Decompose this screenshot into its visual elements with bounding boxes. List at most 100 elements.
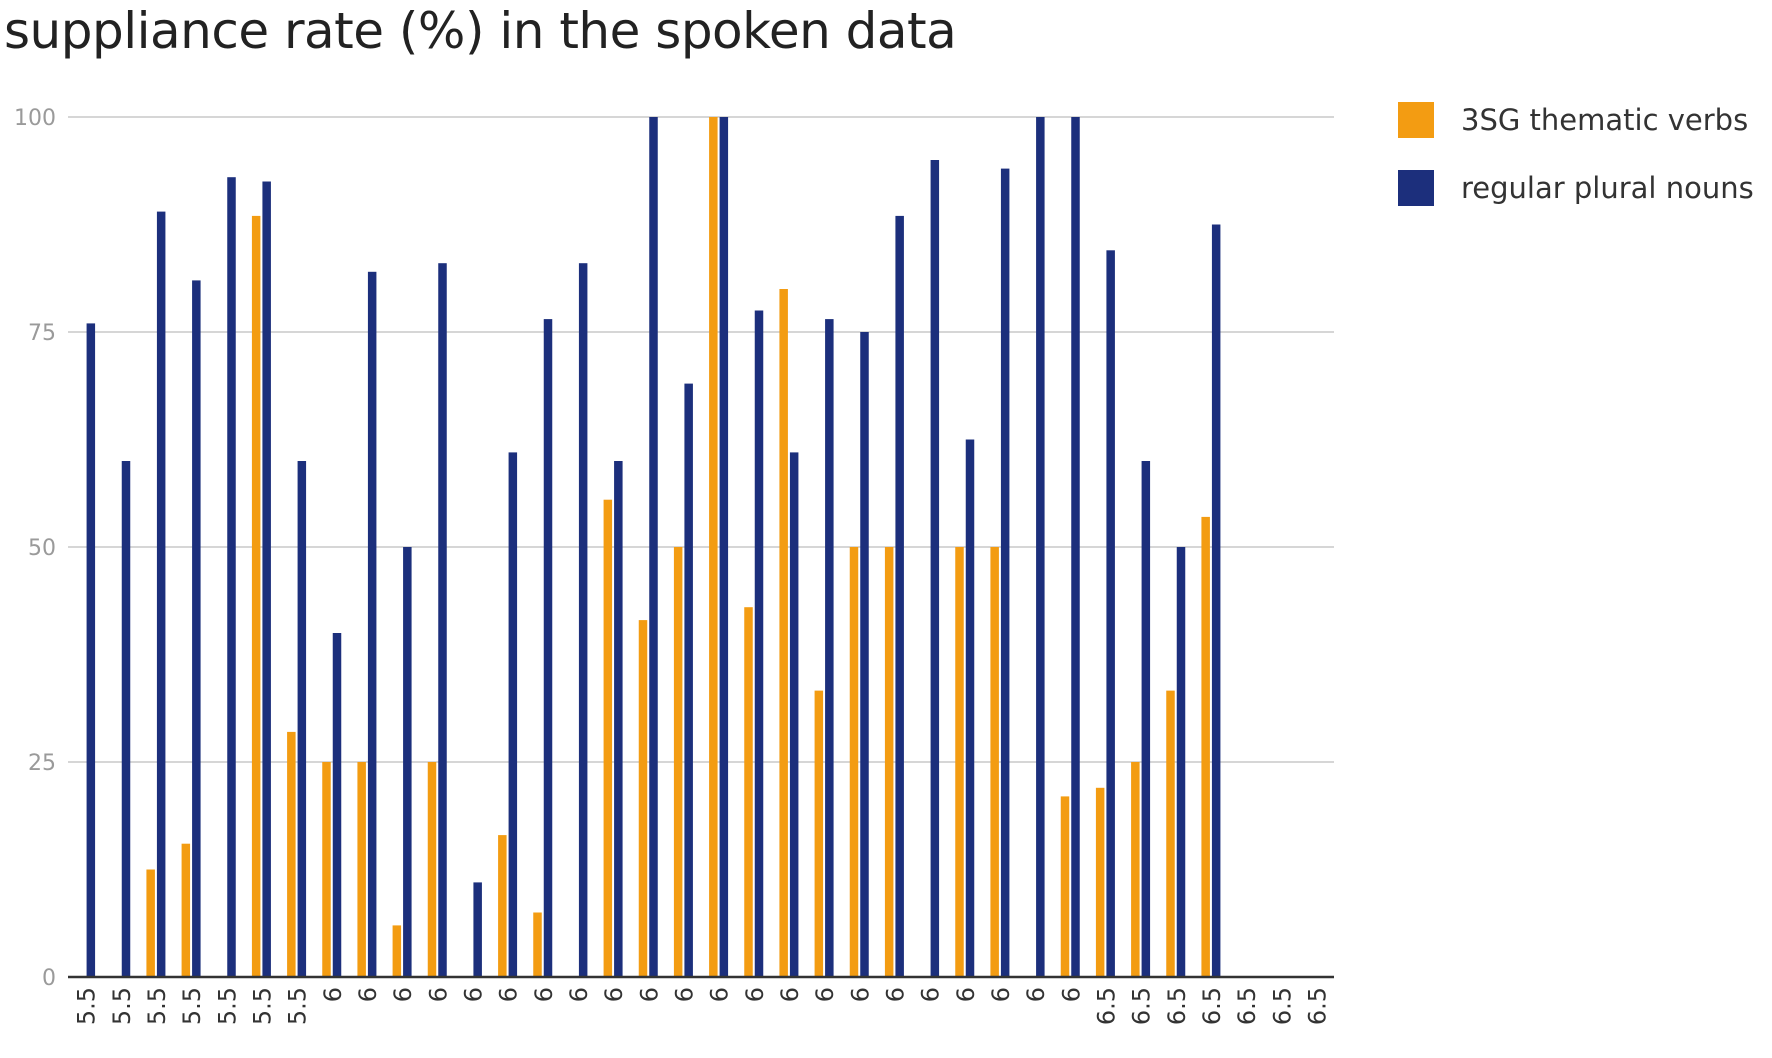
bar-regular-plural-nouns bbox=[895, 215, 904, 977]
bar-3sg-thematic-verbs bbox=[884, 547, 894, 977]
bar-3sg-thematic-verbs bbox=[146, 869, 155, 977]
y-tick-label: 50 bbox=[28, 536, 56, 561]
bar-regular-plural-nouns bbox=[825, 319, 834, 978]
y-tick-label: 0 bbox=[42, 966, 56, 991]
chart-title: suppliance rate (%) in the spoken data bbox=[4, 2, 957, 60]
x-category-label: 6.5 bbox=[1268, 987, 1296, 1025]
bar-3sg-thematic-verbs bbox=[533, 912, 542, 977]
bar-3sg-thematic-verbs bbox=[709, 117, 718, 977]
bar-3sg-thematic-verbs bbox=[779, 289, 788, 977]
legend-swatch bbox=[1398, 170, 1434, 206]
bar-3sg-thematic-verbs bbox=[1095, 787, 1105, 977]
y-tick-label: 75 bbox=[28, 321, 56, 346]
x-category-label: 6 bbox=[459, 987, 487, 1002]
bar-regular-plural-nouns bbox=[403, 547, 412, 977]
bar-regular-plural-nouns bbox=[930, 160, 940, 977]
bar-regular-plural-nouns bbox=[438, 263, 447, 977]
x-category-label: 5.5 bbox=[213, 987, 241, 1025]
legend-swatch bbox=[1398, 102, 1434, 138]
bar-3sg-thematic-verbs bbox=[322, 762, 331, 977]
bar-3sg-thematic-verbs bbox=[1131, 762, 1140, 977]
bar-3sg-thematic-verbs bbox=[814, 690, 824, 977]
bar-3sg-thematic-verbs bbox=[287, 731, 296, 977]
x-category-label: 6 bbox=[952, 987, 980, 1002]
bar-3sg-thematic-verbs bbox=[990, 547, 999, 977]
bar-3sg-thematic-verbs bbox=[673, 547, 683, 977]
bar-regular-plural-nouns bbox=[1106, 250, 1115, 978]
bar-regular-plural-nouns bbox=[965, 439, 975, 977]
bar-regular-plural-nouns bbox=[1071, 117, 1080, 977]
bar-regular-plural-nouns bbox=[86, 323, 96, 977]
x-category-label: 6 bbox=[881, 987, 909, 1002]
y-tick-label: 100 bbox=[14, 106, 56, 131]
x-category-label: 6 bbox=[495, 987, 523, 1002]
bar-3sg-thematic-verbs bbox=[849, 547, 859, 977]
x-category-label: 6 bbox=[846, 987, 874, 1002]
bar-regular-plural-nouns bbox=[156, 211, 166, 978]
x-category-label: 6 bbox=[319, 987, 347, 1002]
x-category-label: 5.5 bbox=[143, 987, 171, 1025]
bar-regular-plural-nouns bbox=[332, 633, 342, 977]
bar-3sg-thematic-verbs bbox=[744, 607, 753, 977]
bar-regular-plural-nouns bbox=[1211, 224, 1221, 977]
bars bbox=[86, 117, 1221, 978]
bar-3sg-thematic-verbs bbox=[251, 215, 261, 977]
bar-3sg-thematic-verbs bbox=[603, 499, 613, 977]
bar-3sg-thematic-verbs bbox=[427, 762, 437, 977]
x-category-label: 5.5 bbox=[178, 987, 206, 1025]
x-category-label: 6 bbox=[530, 987, 558, 1002]
bar-regular-plural-nouns bbox=[1036, 117, 1045, 977]
bar-regular-plural-nouns bbox=[121, 461, 131, 977]
x-category-label: 6.5 bbox=[1198, 987, 1226, 1025]
x-category-label: 5.5 bbox=[108, 987, 136, 1025]
x-category-label: 6 bbox=[987, 987, 1015, 1002]
y-tick-label: 25 bbox=[28, 751, 56, 776]
x-category-label: 6.5 bbox=[1163, 987, 1191, 1025]
x-category-label: 6 bbox=[1057, 987, 1085, 1002]
bar-regular-plural-nouns bbox=[754, 310, 764, 977]
bar-3sg-thematic-verbs bbox=[357, 762, 366, 977]
x-category-label: 6 bbox=[706, 987, 734, 1002]
bar-regular-plural-nouns bbox=[578, 263, 588, 977]
bar-regular-plural-nouns bbox=[367, 271, 377, 977]
bar-3sg-thematic-verbs bbox=[638, 620, 648, 977]
bar-regular-plural-nouns bbox=[508, 452, 518, 977]
x-category-label: 6 bbox=[354, 987, 382, 1002]
bar-regular-plural-nouns bbox=[684, 383, 693, 978]
bar-3sg-thematic-verbs bbox=[498, 835, 507, 977]
bar-regular-plural-nouns bbox=[192, 280, 201, 977]
bar-regular-plural-nouns bbox=[649, 117, 658, 977]
y-axis-tick-labels: 0 25 50 75 100 bbox=[14, 106, 56, 991]
x-category-label: 6.5 bbox=[1128, 987, 1156, 1025]
x-category-label: 6 bbox=[811, 987, 839, 1002]
bar-3sg-thematic-verbs bbox=[1060, 796, 1070, 977]
bar-regular-plural-nouns bbox=[614, 461, 623, 977]
x-category-label: 5.5 bbox=[73, 987, 101, 1025]
bar-3sg-thematic-verbs bbox=[955, 547, 964, 977]
x-category-label: 6.5 bbox=[1092, 987, 1120, 1025]
x-category-label: 6 bbox=[600, 987, 628, 1002]
bar-regular-plural-nouns bbox=[543, 319, 553, 978]
bar-3sg-thematic-verbs bbox=[1166, 690, 1175, 977]
x-category-label: 6 bbox=[741, 987, 769, 1002]
x-category-label: 6 bbox=[389, 987, 417, 1002]
bar-regular-plural-nouns bbox=[262, 181, 271, 977]
x-category-label: 6 bbox=[670, 987, 698, 1002]
bar-regular-plural-nouns bbox=[1000, 168, 1010, 978]
x-category-label: 5.5 bbox=[284, 987, 312, 1025]
gridlines bbox=[68, 116, 1334, 763]
x-category-label: 5.5 bbox=[248, 987, 276, 1025]
x-category-label: 6 bbox=[917, 987, 945, 1002]
x-category-label: 6 bbox=[1022, 987, 1050, 1002]
bar-regular-plural-nouns bbox=[860, 332, 869, 977]
legend-label: 3SG thematic verbs bbox=[1461, 103, 1748, 137]
bar-regular-plural-nouns bbox=[227, 177, 236, 977]
x-axis-category-labels: 5.5 5.5 5.5 5.5 5.5 5.5 5.5 6 6 6 6 6 6 6 6 6 6 6 6 6 6 6 6 6 6 6… bbox=[73, 987, 1332, 1025]
bar-regular-plural-nouns bbox=[719, 117, 729, 977]
bar-3sg-thematic-verbs bbox=[1201, 516, 1210, 977]
x-category-label: 6 bbox=[635, 987, 663, 1002]
x-category-label: 6 bbox=[565, 987, 593, 1002]
bar-regular-plural-nouns bbox=[473, 882, 482, 977]
x-category-label: 6.5 bbox=[1303, 987, 1331, 1025]
